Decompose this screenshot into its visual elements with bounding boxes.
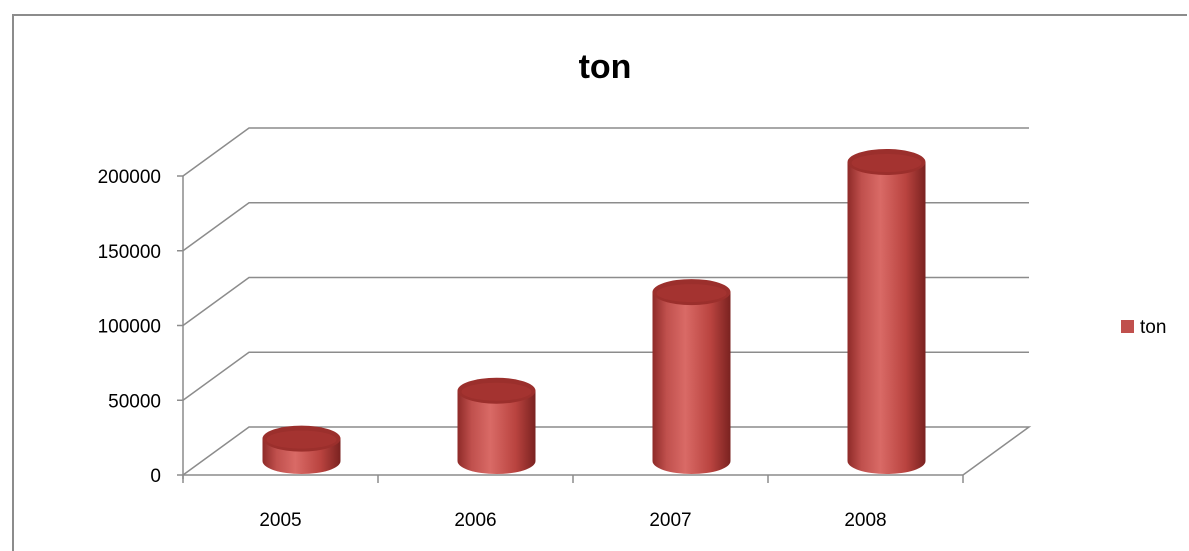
y-tick-label: 200000 [98, 167, 161, 188]
y-tick-label: 50000 [108, 391, 161, 412]
bar [262, 425, 341, 475]
chart-title: ton [579, 48, 632, 86]
legend-label: ton [1140, 317, 1166, 338]
bar [847, 149, 926, 475]
gridline [182, 127, 1029, 177]
x-axis-ticks: 2005 2006 2007 2008 [182, 475, 964, 531]
legend: ton [1121, 317, 1166, 338]
legend-swatch [1121, 320, 1134, 333]
y-tick-label: 150000 [98, 242, 161, 263]
gridline [182, 202, 1029, 252]
x-tick-label: 2007 [649, 510, 691, 531]
y-tick-label: 100000 [98, 317, 161, 338]
gridline [182, 276, 1029, 327]
y-tick-label: 0 [150, 466, 161, 487]
chart-frame [12, 14, 1187, 551]
x-tick-label: 2006 [454, 510, 496, 531]
bar [652, 279, 731, 475]
bar [457, 377, 536, 475]
gridline [182, 426, 1032, 476]
x-tick-label: 2008 [844, 510, 886, 531]
y-axis-ticks: 0 50000 100000 150000 200000 [98, 167, 183, 487]
x-tick-label: 2005 [259, 510, 301, 531]
gridline [182, 351, 1029, 401]
bars [262, 149, 926, 475]
